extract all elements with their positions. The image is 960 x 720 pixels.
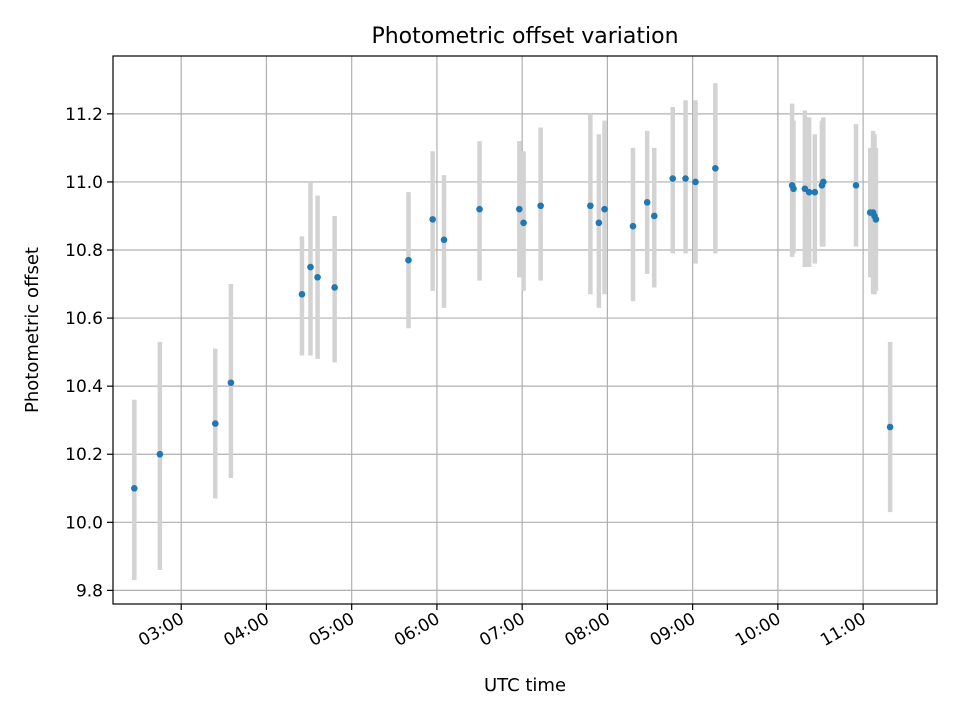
x-tick-label: 10:00 <box>732 609 784 651</box>
data-point <box>227 379 235 387</box>
y-tick-label: 10.8 <box>65 241 103 261</box>
errorbar-layer <box>132 83 893 581</box>
y-tick-label: 9.8 <box>76 581 103 601</box>
data-point <box>601 205 608 213</box>
data-point <box>790 185 797 193</box>
y-tick-label: 10.2 <box>65 445 103 465</box>
x-axis-label: UTC time <box>484 675 566 696</box>
data-point <box>595 219 603 227</box>
data-point <box>669 175 677 182</box>
data-point <box>886 423 894 431</box>
plot-frame <box>112 55 938 605</box>
data-point <box>314 273 321 281</box>
data-point <box>131 484 138 492</box>
data-point <box>156 450 164 458</box>
data-point <box>211 420 219 427</box>
data-point <box>805 188 813 196</box>
x-tick-label: 05:00 <box>306 609 358 651</box>
x-tick-label: 08:00 <box>561 609 613 651</box>
data-point <box>298 290 306 298</box>
data-point <box>712 165 719 172</box>
data-point <box>516 205 523 213</box>
data-point <box>405 256 412 264</box>
data-point <box>820 178 827 186</box>
x-tick-label: 07:00 <box>476 609 528 651</box>
grid-layer <box>113 56 937 604</box>
data-point <box>429 216 436 223</box>
data-point <box>307 263 314 271</box>
data-point <box>811 188 819 196</box>
x-tick-label: 03:00 <box>135 609 187 651</box>
data-point <box>331 284 338 291</box>
x-tick-label: 04:00 <box>220 609 272 651</box>
point-layer <box>131 165 894 492</box>
chart-title: Photometric offset variation <box>371 24 678 49</box>
y-tick-label: 10.0 <box>65 513 103 533</box>
y-tick-label: 10.4 <box>65 377 103 397</box>
data-point <box>587 202 594 210</box>
x-tick-label: 09:00 <box>647 609 699 651</box>
data-point <box>872 216 880 223</box>
data-point <box>692 178 699 186</box>
data-point <box>629 222 637 230</box>
data-point <box>643 199 651 206</box>
data-point <box>520 219 527 227</box>
data-point <box>537 202 544 210</box>
x-tick-label: 11:00 <box>817 609 869 651</box>
data-point <box>476 205 483 213</box>
y-tick-label: 11.2 <box>65 105 103 125</box>
data-point <box>682 175 689 182</box>
y-tick-label: 11.0 <box>65 173 103 193</box>
y-axis-label: Photometric offset <box>22 247 43 413</box>
tick-layer: 03:00 04:00 05:00 06:00 07:00 08:00 09:00 10:00… <box>65 105 869 651</box>
y-tick-label: 10.6 <box>65 309 103 329</box>
data-point <box>852 182 860 189</box>
data-point <box>440 236 448 244</box>
data-point <box>650 212 658 220</box>
x-tick-label: 06:00 <box>391 609 443 651</box>
